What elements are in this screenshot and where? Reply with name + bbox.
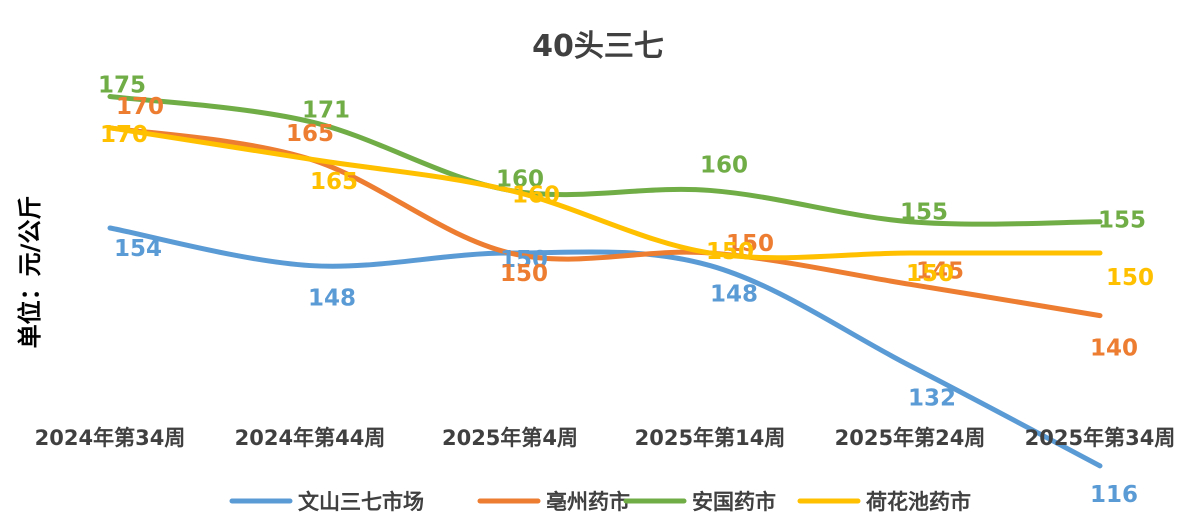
chart-title: 40头三七 <box>532 29 664 64</box>
data-label: 150 <box>906 261 954 287</box>
data-label: 170 <box>116 94 164 120</box>
series-line-3 <box>107 94 1103 227</box>
data-label: 140 <box>1090 336 1138 362</box>
data-labels: 1541481501481321161701651501501451401751… <box>98 73 1154 508</box>
data-label: 165 <box>286 121 334 147</box>
legend-label: 亳州药市 <box>546 490 630 514</box>
data-label: 171 <box>302 98 350 124</box>
legend-label: 荷花池药市 <box>866 490 971 514</box>
legend-label: 文山三七市场 <box>298 490 424 514</box>
x-axis-ticks: 2024年第34周 2024年第44周 2025年第4周 2025年第14周 2025年… <box>35 426 1176 450</box>
legend-label: 安国药市 <box>692 490 776 514</box>
x-tick-label: 2025年第24周 <box>835 426 986 450</box>
data-label: 148 <box>710 282 758 308</box>
data-label: 155 <box>1098 208 1146 234</box>
data-label: 150 <box>706 239 754 265</box>
data-label: 165 <box>310 169 358 195</box>
x-tick-label: 2025年第4周 <box>442 426 578 450</box>
data-label: 160 <box>512 182 560 208</box>
data-label: 116 <box>1090 482 1138 508</box>
data-label: 154 <box>114 236 162 262</box>
x-tick-label: 2025年第34周 <box>1025 426 1176 450</box>
series-lines <box>107 94 1103 469</box>
data-label: 132 <box>908 386 956 412</box>
data-label: 160 <box>496 166 544 192</box>
legend: 文山三七市场 亳州药市 安国药市 荷花池药市 <box>229 490 971 514</box>
data-label: 150 <box>500 247 548 273</box>
data-label: 170 <box>100 122 148 148</box>
data-label: 150 <box>500 261 548 287</box>
series-line-4 <box>107 125 1103 261</box>
y-axis-label: 单位：元/公斤 <box>16 196 44 349</box>
x-tick-label: 2024年第34周 <box>35 426 186 450</box>
data-label: 155 <box>900 200 948 226</box>
data-label: 150 <box>1106 265 1154 291</box>
series-line-2 <box>107 125 1103 319</box>
x-tick-label: 2024年第44周 <box>235 426 386 450</box>
data-label: 145 <box>916 258 964 284</box>
x-tick-label: 2025年第14周 <box>635 426 786 450</box>
data-label: 148 <box>308 286 356 312</box>
data-label: 175 <box>98 73 146 99</box>
data-label: 150 <box>726 231 774 257</box>
data-label: 160 <box>700 152 748 178</box>
series-line-1 <box>107 225 1103 469</box>
